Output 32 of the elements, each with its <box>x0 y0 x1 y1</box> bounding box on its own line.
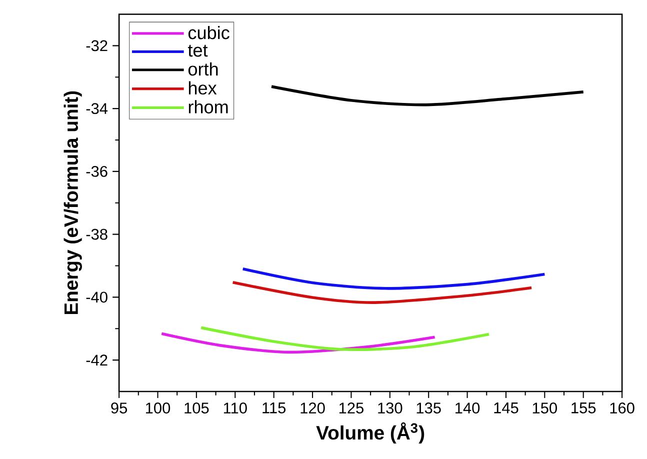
x-tick-label: 145 <box>494 402 518 414</box>
x-tick-label: 100 <box>146 402 170 414</box>
legend-label: hex <box>188 81 217 95</box>
y-axis-title: Energy (eV/formula unit) <box>64 91 82 314</box>
x-tick-label: 120 <box>300 402 325 414</box>
x-tick-label: 125 <box>339 402 364 414</box>
legend-label: cubic <box>188 26 230 40</box>
x-tick-label: 140 <box>456 402 480 414</box>
x-tick-label: 110 <box>224 402 247 414</box>
x-tick-label: 150 <box>532 402 557 414</box>
x-tick-label: 105 <box>184 402 209 414</box>
x-tick-label: 135 <box>416 402 441 414</box>
legend-label: tet <box>188 44 208 57</box>
x-tick-label: 95 <box>111 402 128 414</box>
y-tick-label: -34 <box>86 103 108 114</box>
line-series <box>231 281 533 304</box>
y-tick-label: -38 <box>86 228 108 240</box>
x-axis-title: Volume (Å$^{3}$) <box>316 422 424 444</box>
line-series <box>241 268 546 290</box>
y-tick-label: -42 <box>86 354 108 366</box>
line-series <box>200 326 490 352</box>
x-tick-label: 115 <box>262 402 286 414</box>
legend-label: orth <box>188 62 218 76</box>
y-tick-label: -40 <box>86 292 108 303</box>
y-tick-label: -32 <box>86 40 108 52</box>
legend-label: rhom <box>188 100 228 114</box>
line-series <box>270 85 585 106</box>
line-series <box>160 332 436 354</box>
y-tick-label: -36 <box>86 166 108 177</box>
x-tick-label: 155 <box>572 402 596 414</box>
x-tick-label: 160 <box>610 402 634 414</box>
x-tick-label: 130 <box>378 402 402 414</box>
